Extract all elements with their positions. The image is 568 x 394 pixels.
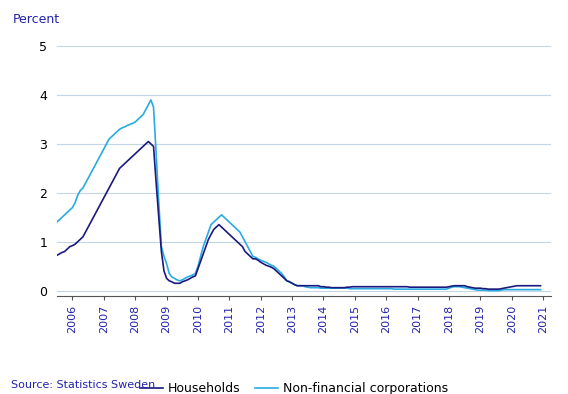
Households	[145, 139, 152, 144]
Non-financial corporations	[148, 98, 154, 102]
Non-financial corporations	[241, 240, 248, 244]
Non-financial corporations	[537, 287, 544, 292]
Non-financial corporations	[37, 234, 44, 239]
Households	[354, 284, 361, 289]
Households	[537, 283, 544, 288]
Households	[247, 254, 254, 259]
Non-financial corporations	[98, 151, 105, 156]
Line: Non-financial corporations: Non-financial corporations	[41, 100, 541, 291]
Text: Source: Statistics Sweden: Source: Statistics Sweden	[11, 380, 156, 390]
Non-financial corporations	[485, 288, 492, 293]
Households	[98, 200, 105, 205]
Legend: Households, Non-financial corporations: Households, Non-financial corporations	[135, 377, 453, 394]
Non-financial corporations	[354, 286, 361, 291]
Households	[241, 249, 248, 254]
Non-financial corporations	[247, 249, 254, 254]
Non-financial corporations	[291, 282, 298, 287]
Line: Households: Households	[41, 141, 541, 289]
Households	[37, 264, 44, 269]
Households	[291, 282, 298, 287]
Text: Percent: Percent	[12, 13, 60, 26]
Non-financial corporations	[325, 286, 332, 290]
Households	[485, 287, 492, 292]
Households	[325, 285, 332, 290]
